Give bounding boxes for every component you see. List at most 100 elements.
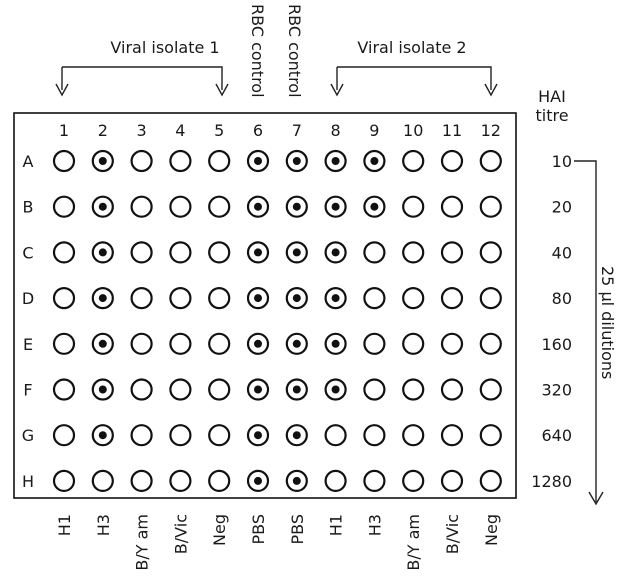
column-number: 9 — [369, 121, 379, 140]
well — [479, 424, 502, 447]
rbc-button-pellet — [292, 248, 301, 257]
rbc-button-pellet — [331, 385, 340, 394]
rbc-button-pellet — [331, 339, 340, 348]
row-letter: C — [22, 243, 33, 262]
column-number: 10 — [403, 121, 423, 140]
column-antiserum-label: H1 — [327, 514, 346, 536]
rbc-control-label-col6: RBC control — [248, 4, 267, 98]
rbc-button-pellet — [98, 385, 107, 394]
rbc-button-pellet — [98, 157, 107, 165]
column-antiserum-label: B/Y am — [404, 514, 423, 571]
well — [130, 378, 153, 401]
rbc-button-pellet — [331, 157, 340, 165]
column-antiserum-label: B/Y am — [133, 514, 152, 571]
rbc-button-pellet — [292, 385, 301, 394]
rbc-button-pellet — [292, 294, 301, 303]
column-number: 2 — [98, 121, 108, 140]
plate-outline — [13, 112, 517, 499]
rbc-button-pellet — [254, 385, 262, 394]
rbc-button-pellet — [98, 431, 107, 440]
rbc-button-pellet — [98, 202, 107, 211]
well — [402, 378, 425, 401]
dilutions-label: 25 µl dilutions — [598, 266, 617, 379]
well — [402, 241, 425, 264]
well — [52, 241, 76, 264]
well — [440, 149, 464, 173]
column-number: 7 — [292, 121, 302, 140]
well — [440, 378, 464, 401]
well — [402, 424, 425, 447]
titre-value: 1280 — [531, 472, 572, 491]
column-antiserum-label: B/Vic — [443, 514, 462, 554]
well — [130, 424, 153, 447]
titre-value: 640 — [541, 426, 572, 445]
well — [440, 424, 464, 447]
well — [440, 332, 464, 355]
well — [208, 469, 231, 492]
well — [479, 149, 502, 173]
rbc-button-pellet — [254, 248, 262, 257]
column-antiserum-label: H3 — [365, 514, 384, 536]
well — [169, 149, 192, 173]
hai-header-line1: HAI — [538, 87, 566, 106]
well — [479, 378, 502, 401]
rbc-button-pellet — [98, 294, 107, 303]
column-antiserum-label: Neg — [210, 514, 229, 546]
isolate1-bracket — [55, 66, 229, 97]
well — [440, 287, 464, 310]
hai-header-line2: titre — [535, 106, 568, 125]
well — [363, 378, 386, 401]
column-number: 8 — [331, 121, 341, 140]
well — [208, 424, 231, 447]
well — [402, 195, 425, 218]
well — [479, 195, 502, 218]
well — [130, 195, 153, 218]
well — [52, 424, 76, 447]
rbc-button-pellet — [254, 339, 262, 348]
rbc-button-pellet — [98, 339, 107, 348]
well — [402, 332, 425, 355]
well — [440, 241, 464, 264]
well — [402, 149, 425, 173]
well — [169, 195, 192, 218]
well — [169, 424, 192, 447]
well — [169, 378, 192, 401]
row-letter: F — [23, 381, 32, 400]
well — [363, 241, 386, 264]
rbc-button-pellet — [292, 202, 301, 211]
column-antiserum-label: H1 — [55, 514, 74, 536]
well — [479, 287, 502, 310]
rbc-button-pellet — [331, 202, 340, 211]
row-letter: E — [23, 335, 33, 354]
row-letter: B — [23, 198, 34, 217]
column-antiserum-label: PBS — [288, 514, 307, 545]
row-letter: D — [22, 289, 34, 308]
well — [479, 241, 502, 264]
rbc-button-pellet — [331, 248, 340, 257]
well — [52, 378, 76, 401]
rbc-button-pellet — [98, 248, 107, 257]
rbc-button-pellet — [254, 431, 262, 440]
well — [363, 469, 386, 492]
titre-value: 80 — [552, 289, 572, 308]
well — [52, 287, 76, 310]
dilutions-arrow — [574, 160, 604, 506]
well — [130, 469, 153, 492]
well — [130, 149, 153, 173]
well — [479, 469, 502, 492]
column-antiserum-label: B/Vic — [171, 514, 190, 554]
well — [52, 469, 76, 492]
titre-value: 10 — [552, 152, 572, 171]
isolate2-label: Viral isolate 2 — [357, 38, 466, 57]
column-number: 3 — [137, 121, 147, 140]
well — [402, 469, 425, 492]
column-antiserum-label: PBS — [249, 514, 268, 545]
well — [208, 378, 231, 401]
column-number: 12 — [481, 121, 501, 140]
titre-value: 160 — [541, 335, 572, 354]
column-number: 5 — [214, 121, 224, 140]
well — [52, 195, 76, 218]
well — [130, 332, 153, 355]
